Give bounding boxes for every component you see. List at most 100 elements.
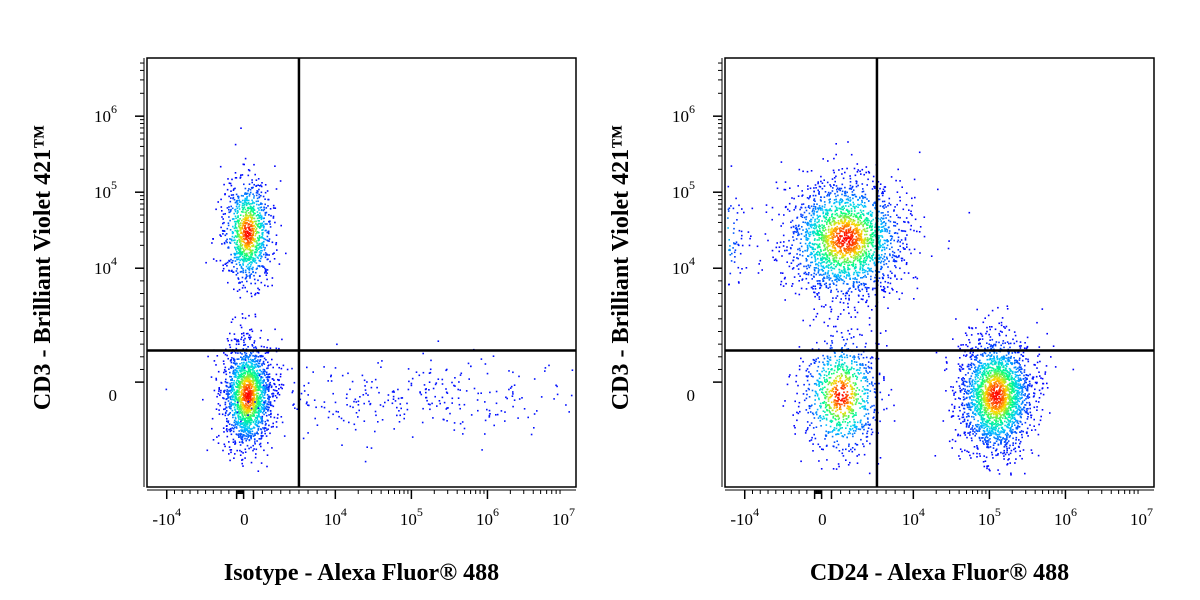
event-dot <box>859 290 861 292</box>
event-dot <box>276 249 278 251</box>
event-dot <box>245 356 248 358</box>
event-dot <box>791 219 794 222</box>
event-dot <box>248 271 251 274</box>
event-dot <box>253 209 256 211</box>
event-dot <box>852 284 855 287</box>
event-dot <box>845 291 848 294</box>
event-dot <box>821 261 823 264</box>
event-dot <box>252 230 255 233</box>
event-dot <box>453 384 455 387</box>
event-dot <box>252 225 255 227</box>
event-dot <box>363 420 366 422</box>
event-dot <box>897 216 900 219</box>
event-dot <box>239 255 241 257</box>
event-dot <box>879 239 882 241</box>
event-dot <box>800 213 802 216</box>
event-dot <box>880 226 883 228</box>
event-dot <box>236 231 238 234</box>
event-dot <box>406 402 408 405</box>
event-dot <box>238 199 241 202</box>
event-dot <box>885 228 888 230</box>
event-dot <box>406 408 409 411</box>
event-dot <box>233 241 236 244</box>
event-dot <box>846 292 848 295</box>
event-dot <box>436 405 438 407</box>
event-dot <box>215 260 218 262</box>
event-dot <box>250 352 252 354</box>
event-dot <box>231 351 233 354</box>
event-dot <box>249 409 251 411</box>
event-dot <box>864 246 866 249</box>
event-dot <box>291 367 293 370</box>
event-dot <box>240 375 243 377</box>
event-dot <box>225 381 228 384</box>
event-dot <box>233 376 236 378</box>
event-dot <box>843 272 846 274</box>
event-dot <box>241 174 244 176</box>
event-dot <box>874 248 877 250</box>
event-dot <box>259 227 261 229</box>
event-dot <box>805 235 807 237</box>
event-dot <box>863 284 865 287</box>
event-dot <box>249 275 251 278</box>
event-dot <box>247 257 249 260</box>
event-dot <box>256 392 258 394</box>
event-dot <box>237 406 239 409</box>
event-dot <box>843 231 846 234</box>
event-dot <box>230 385 233 388</box>
event-dot <box>849 239 852 241</box>
event-dot <box>240 391 242 393</box>
event-dot <box>237 404 239 407</box>
event-dot <box>366 446 368 448</box>
event-dot <box>246 423 249 426</box>
event-dot <box>461 421 464 423</box>
event-dot <box>437 340 440 342</box>
event-dot <box>871 270 874 273</box>
event-dot <box>218 390 220 392</box>
event-dot <box>852 189 855 191</box>
event-dot <box>807 185 809 187</box>
event-dot <box>253 278 256 281</box>
event-dot <box>838 232 841 235</box>
event-dot <box>813 243 815 246</box>
event-dot <box>250 407 253 410</box>
event-dot <box>857 203 859 206</box>
event-dot <box>247 263 249 266</box>
event-dot <box>239 214 242 216</box>
event-dot <box>870 257 873 260</box>
event-dot <box>263 379 265 382</box>
event-dot <box>218 409 220 411</box>
event-dot <box>241 258 244 261</box>
event-dot <box>861 269 864 272</box>
event-dot <box>267 410 269 412</box>
event-dot <box>248 262 251 264</box>
event-dot <box>252 249 254 252</box>
event-dot <box>257 265 259 267</box>
event-dot <box>265 268 267 271</box>
event-dot <box>270 404 273 407</box>
event-dot <box>244 230 247 233</box>
event-dot <box>251 267 253 270</box>
event-dot <box>255 406 258 408</box>
event-dot <box>852 281 855 283</box>
event-dot <box>855 271 858 274</box>
event-dot <box>229 242 232 244</box>
event-dot <box>221 243 223 245</box>
event-dot <box>248 375 250 377</box>
event-dot <box>852 257 855 259</box>
event-dot <box>252 398 254 401</box>
event-dot <box>246 384 248 386</box>
event-dot <box>233 406 236 409</box>
event-dot <box>231 384 233 386</box>
event-dot <box>217 392 220 395</box>
event-dot <box>278 347 280 350</box>
event-dot <box>239 385 242 387</box>
event-dot <box>869 225 872 227</box>
event-dot <box>222 267 225 270</box>
event-dot <box>241 219 243 222</box>
event-dot <box>818 185 821 188</box>
event-dot <box>260 432 263 435</box>
event-dot <box>833 257 836 259</box>
event-dot <box>802 250 804 253</box>
event-dot <box>267 375 269 378</box>
